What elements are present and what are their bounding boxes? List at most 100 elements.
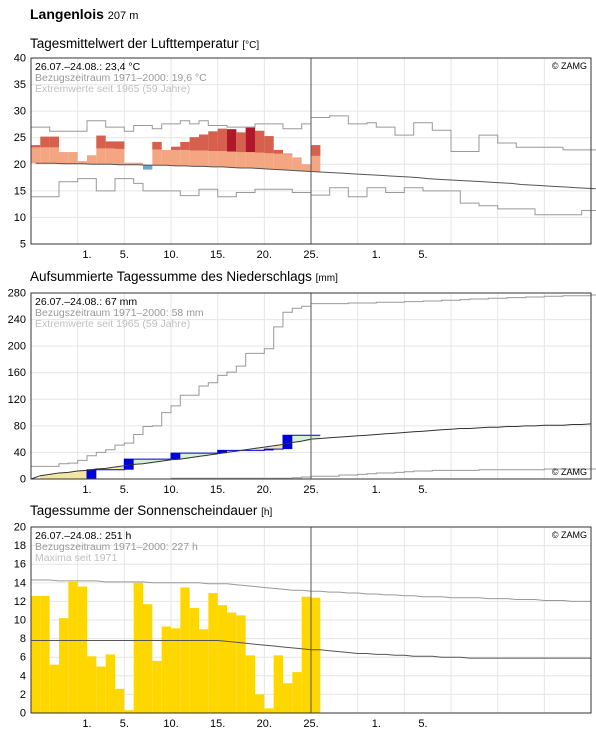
- station-elevation: 207 m: [107, 10, 139, 22]
- temperature-bar: [115, 141, 125, 165]
- x-tick-label: 25.: [303, 484, 318, 496]
- y-tick-label: 15: [14, 185, 26, 197]
- sunshine-bar: [283, 683, 293, 713]
- x-tick-label: 25.: [303, 718, 318, 729]
- sunshine-bar: [264, 708, 274, 713]
- sunshine-bar: [199, 629, 209, 713]
- precipitation-daily-bar: [87, 469, 97, 479]
- temperature-anomaly-bar: [40, 136, 50, 148]
- x-tick-label: 1.: [372, 718, 381, 729]
- precipitation-difference-band: [68, 472, 78, 479]
- precipitation-difference-band: [77, 471, 87, 479]
- y-tick-label: 30: [14, 106, 26, 118]
- y-tick-label: 10: [14, 212, 26, 224]
- y-tick-label: 12: [14, 596, 26, 608]
- sunshine-bar: [301, 596, 311, 713]
- temperature-anomaly-bar: [49, 136, 59, 148]
- sunshine-bar: [311, 597, 321, 713]
- x-tick-label: 1.: [372, 249, 381, 261]
- x-tick-label: 5.: [418, 484, 427, 496]
- sunshine-unit: [h]: [261, 507, 273, 518]
- precipitation-difference-band: [292, 435, 302, 443]
- sunshine-bar: [255, 694, 265, 713]
- sunshine-bar: [124, 710, 134, 713]
- y-tick-label: 0: [20, 708, 26, 720]
- temperature-anomaly-bar: [283, 153, 293, 155]
- sunshine-bar: [161, 626, 171, 713]
- precipitation-difference-band: [152, 459, 162, 463]
- y-tick-label: 25: [14, 132, 26, 144]
- temperature-anomaly-bar: [236, 132, 246, 153]
- precipitation-difference-band: [301, 435, 311, 442]
- legend-current: 26.07.–24.08.: 23,4 °C: [35, 61, 141, 73]
- y-tick-label: 240: [8, 314, 26, 326]
- x-tick-label: 25.: [303, 249, 318, 261]
- temperature-unit: [°C]: [242, 40, 260, 51]
- legend-extremes: Maxima seit 1971: [35, 552, 117, 564]
- temperature-bar: [143, 165, 153, 170]
- temperature-bar: [171, 146, 181, 166]
- temperature-bar: [87, 155, 97, 165]
- temperature-bar: [152, 141, 162, 166]
- temperature-bar: [59, 152, 69, 164]
- temperature-bar: [273, 149, 283, 170]
- sunshine-bar: [227, 612, 237, 713]
- temperature-bar: [292, 157, 302, 171]
- temperature-bar: [189, 137, 199, 167]
- x-tick-label: 5.: [120, 484, 129, 496]
- precipitation-difference-band: [311, 435, 321, 440]
- sunshine-bar: [152, 660, 162, 713]
- precipitation-difference-band: [49, 474, 59, 479]
- x-tick-label: 10.: [163, 249, 178, 261]
- sunshine-bar: [143, 604, 153, 713]
- y-tick-label: 280: [8, 288, 26, 300]
- y-tick-label: 200: [8, 341, 26, 353]
- y-tick-label: 160: [8, 367, 26, 379]
- y-tick-label: 18: [14, 540, 26, 552]
- precipitation-difference-band: [143, 459, 153, 464]
- y-tick-label: 40: [14, 53, 26, 65]
- y-tick-label: 35: [14, 79, 26, 91]
- y-tick-label: 6: [20, 652, 26, 664]
- temperature-anomaly-bar: [208, 131, 218, 151]
- temperature-anomaly-bar: [227, 129, 237, 152]
- temperature-bar: [301, 164, 311, 172]
- precipitation-title: Aufsummierte Tagessumme des Niederschlag…: [30, 269, 338, 284]
- temperature-anomaly-bar: [255, 130, 265, 153]
- precipitation-cumulative-line: [31, 434, 321, 480]
- sunshine-bar: [217, 605, 227, 713]
- temperature-bar: [31, 145, 41, 164]
- legend-current: 26.07.–24.08.: 251 h: [35, 530, 131, 542]
- sunshine-bar: [96, 666, 106, 713]
- legend-reference: Bezugszeitraum 1971–2000: 19,6 °C: [35, 72, 207, 84]
- temperature-bar: [283, 153, 293, 171]
- temperature-min-line: [31, 178, 596, 216]
- precipitation-difference-band: [255, 448, 265, 451]
- precipitation-difference-band: [40, 475, 50, 479]
- precipitation-daily-bar: [124, 459, 134, 470]
- x-tick-label: 5.: [418, 249, 427, 261]
- precipitation-daily-bar: [171, 453, 181, 460]
- temperature-title-text: Tagesmittelwert der Lufttemperatur: [30, 36, 239, 51]
- temperature-anomaly-bar: [264, 136, 274, 154]
- temperature-anomaly-bar: [96, 135, 106, 149]
- precipitation-difference-band: [264, 447, 274, 450]
- temperature-bar: [77, 161, 87, 164]
- sunshine-bar: [31, 595, 41, 713]
- y-tick-label: 20: [14, 159, 26, 171]
- y-tick-label: 16: [14, 559, 26, 571]
- temperature-anomaly-bar: [105, 141, 115, 149]
- precipitation-daily-bar: [264, 449, 274, 451]
- x-tick-label: 1.: [82, 718, 91, 729]
- legend-current: 26.07.–24.08.: 67 mm: [35, 296, 137, 308]
- precipitation-daily-bar: [217, 450, 227, 454]
- temperature-anomaly-bar: [273, 149, 283, 154]
- y-tick-label: 40: [14, 447, 26, 459]
- temperature-anomaly-bar: [199, 134, 209, 151]
- temperature-anomaly-bar: [115, 141, 125, 149]
- precipitation-daily-bar: [283, 435, 293, 450]
- precipitation-difference-band: [59, 473, 69, 479]
- x-tick-label: 1.: [82, 484, 91, 496]
- sunshine-bar: [68, 581, 78, 713]
- temperature-bar: [68, 152, 78, 164]
